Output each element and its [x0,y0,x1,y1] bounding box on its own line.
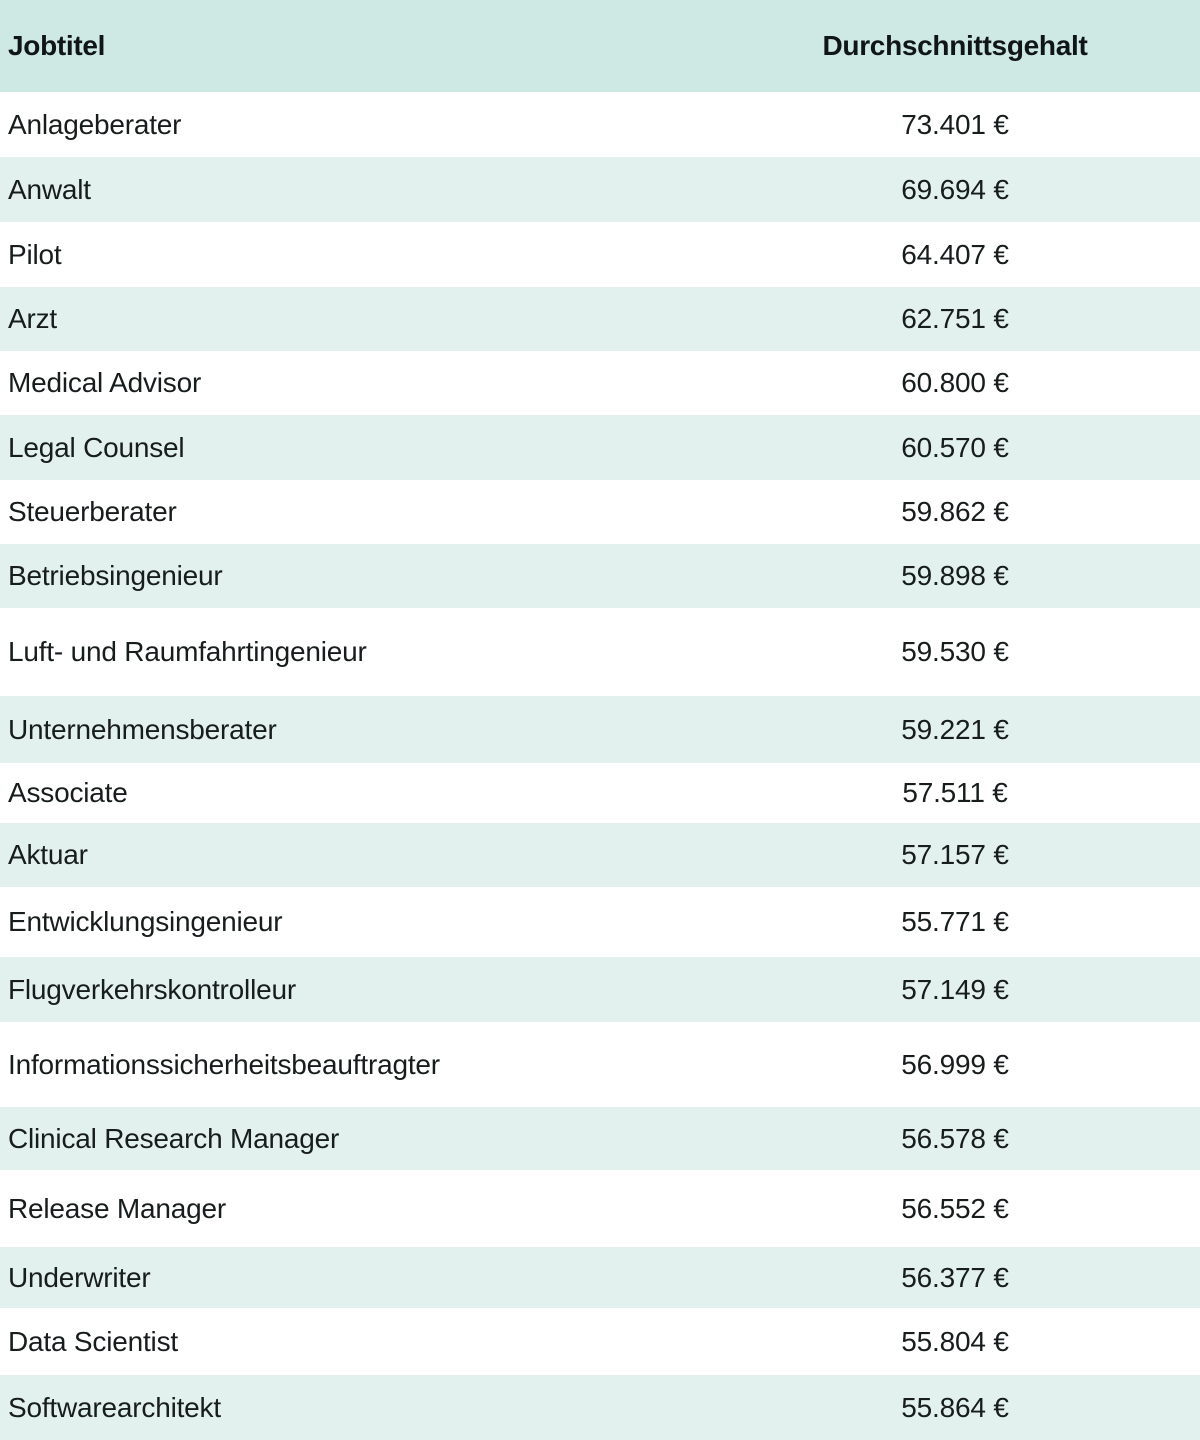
salary-cell: 64.407 € [901,238,1009,270]
table-row: Release Manager 56.552 € [0,1170,1200,1247]
column-header-jobtitel: Jobtitel [8,30,106,61]
salary-cell: 57.149 € [901,973,1009,1005]
table-row: Informationssicherheitsbeauftragter 56.9… [0,1022,1200,1107]
table-row: Data Scientist 55.804 € [0,1308,1200,1375]
job-title-cell: Anwalt [8,173,91,205]
table-row: Pilot 64.407 € [0,222,1200,287]
job-title-cell: Steuerberater [8,496,177,527]
salary-cell: 57.511 € [902,777,1008,808]
job-title-cell: Flugverkehrskontrolleur [8,973,296,1005]
salary-cell: 55.771 € [901,906,1009,937]
salary-cell: 69.694 € [901,173,1009,205]
salary-cell: 56.999 € [901,1048,1009,1080]
job-title-cell: Legal Counsel [8,431,185,463]
table-row: Luft- und Raumfahrtingenieur 59.530 € [0,608,1200,696]
job-title-cell: Luft- und Raumfahrtingenieur [8,636,367,667]
job-title-cell: Betriebsingenieur [8,560,223,591]
table-row: Medical Advisor 60.800 € [0,351,1200,415]
table-row: Betriebsingenieur 59.898 € [0,544,1200,608]
table-row: Aktuar 57.157 € [0,823,1200,887]
table-row: Flugverkehrskontrolleur 57.149 € [0,957,1200,1022]
salary-cell: 59.221 € [901,713,1009,745]
table-row: Anlageberater 73.401 € [0,92,1200,157]
salary-cell: 56.377 € [901,1261,1009,1293]
table-row: Unternehmensberater 59.221 € [0,696,1200,763]
job-title-cell: Pilot [8,238,62,270]
salary-cell: 59.530 € [901,636,1009,667]
column-header-durchschnittsgehalt: Durchschnittsgehalt [822,30,1088,61]
job-title-cell: Underwriter [8,1261,151,1293]
salary-cell: 55.864 € [901,1391,1009,1423]
table-row: Clinical Research Manager 56.578 € [0,1107,1200,1170]
table-row: Legal Counsel 60.570 € [0,415,1200,480]
job-title-cell: Informationssicherheitsbeauftragter [8,1048,440,1080]
table-body: Anlageberater 73.401 € Anwalt 69.694 € P… [0,92,1200,1440]
job-title-cell: Entwicklungsingenieur [8,906,283,937]
salary-cell: 59.862 € [901,496,1009,527]
table-row: Anwalt 69.694 € [0,157,1200,222]
table-row: Steuerberater 59.862 € [0,480,1200,544]
salary-cell: 62.751 € [901,303,1009,334]
table-row: Softwarearchitekt 55.864 € [0,1375,1200,1440]
salary-cell: 73.401 € [901,108,1009,140]
salary-cell: 60.570 € [901,431,1009,463]
table-row: Associate 57.511 € [0,763,1200,823]
salary-cell: 55.804 € [901,1325,1009,1357]
job-title-cell: Softwarearchitekt [8,1391,221,1423]
job-title-cell: Anlageberater [8,108,182,140]
header-row: Jobtitel Durchschnittsgehalt [0,0,1200,92]
job-title-cell: Medical Advisor [8,367,202,398]
salary-cell: 56.552 € [901,1192,1009,1224]
job-title-cell: Unternehmensberater [8,713,277,745]
job-title-cell: Aktuar [8,839,88,870]
job-title-cell: Arzt [8,303,57,334]
table-row: Underwriter 56.377 € [0,1247,1200,1308]
job-title-cell: Data Scientist [8,1325,178,1357]
salary-cell: 57.157 € [901,839,1009,870]
salary-cell: 60.800 € [901,367,1009,398]
job-title-cell: Clinical Research Manager [8,1122,340,1154]
job-title-cell: Associate [8,777,128,808]
salary-cell: 56.578 € [901,1122,1009,1154]
table-row: Arzt 62.751 € [0,287,1200,351]
table-header: Jobtitel Durchschnittsgehalt [0,0,1200,92]
table-row: Entwicklungsingenieur 55.771 € [0,887,1200,957]
job-title-cell: Release Manager [8,1192,227,1224]
salary-cell: 59.898 € [901,560,1009,591]
